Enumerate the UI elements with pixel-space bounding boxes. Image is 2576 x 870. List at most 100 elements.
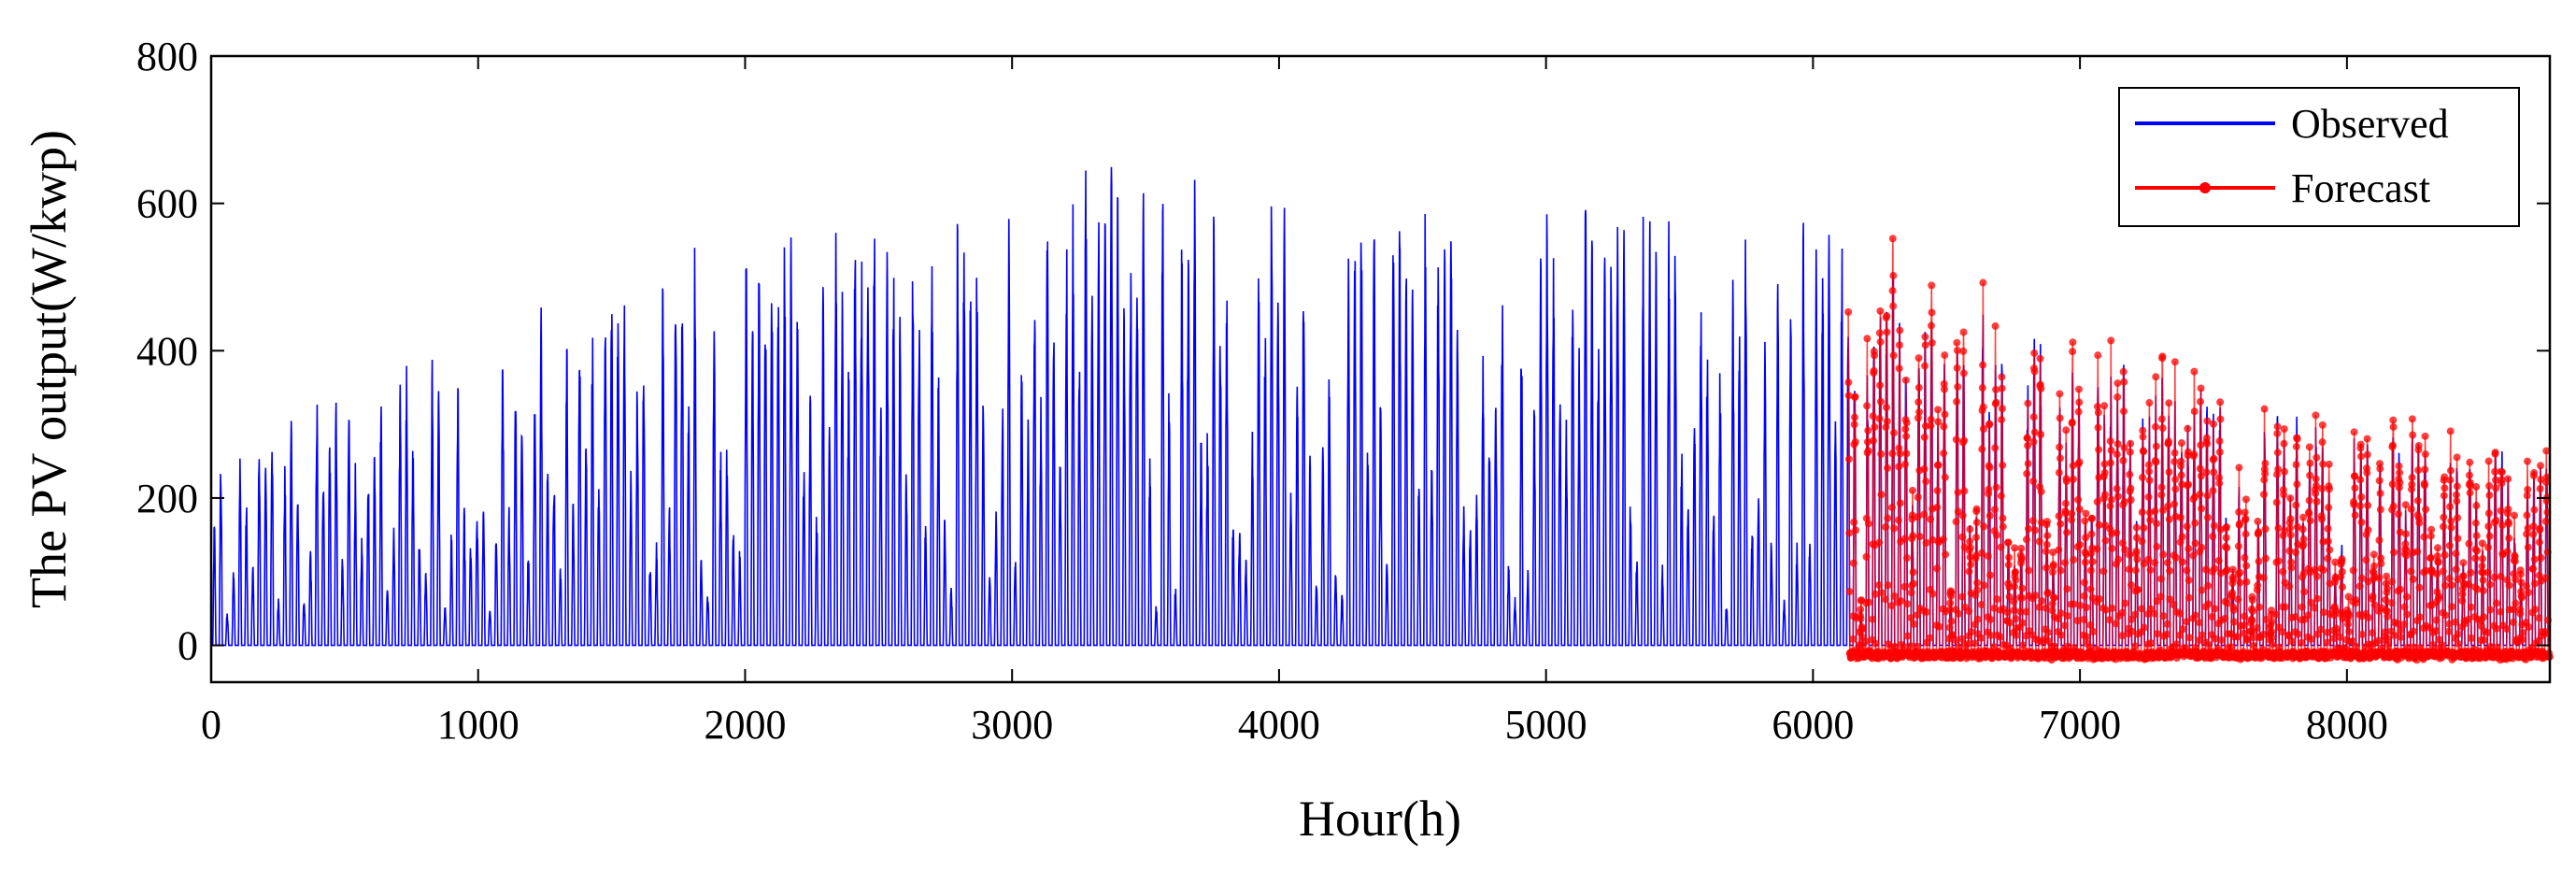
forecast-point bbox=[1953, 346, 1961, 354]
forecast-point bbox=[2325, 460, 2333, 468]
forecast-point bbox=[1993, 595, 2001, 604]
forecast-point bbox=[2210, 521, 2218, 530]
forecast-point bbox=[2018, 593, 2027, 602]
forecast-point bbox=[2055, 512, 2063, 521]
forecast-point bbox=[2259, 630, 2268, 638]
forecast-point bbox=[1997, 492, 2005, 500]
forecast-point bbox=[1902, 449, 1911, 458]
forecast-point bbox=[2106, 437, 2114, 446]
forecast-point bbox=[1909, 532, 1917, 540]
forecast-point bbox=[2531, 606, 2540, 614]
forecast-point bbox=[1877, 589, 1886, 597]
forecast-point bbox=[1979, 278, 1987, 287]
forecast-point bbox=[2285, 547, 2294, 555]
forecast-point bbox=[2249, 641, 2257, 649]
forecast-point bbox=[2439, 522, 2447, 531]
forecast-point bbox=[1888, 287, 1897, 295]
forecast-point bbox=[2464, 615, 2472, 623]
forecast-point bbox=[2517, 578, 2526, 587]
forecast-point bbox=[2453, 482, 2461, 491]
y-tick-label-3: 600 bbox=[136, 181, 198, 227]
forecast-point bbox=[2357, 492, 2366, 501]
forecast-point bbox=[1942, 550, 1950, 559]
forecast-point bbox=[2306, 517, 2314, 525]
forecast-point bbox=[2068, 419, 2076, 427]
forecast-point bbox=[1985, 511, 1994, 520]
forecast-point bbox=[1903, 632, 1912, 640]
forecast-point bbox=[2531, 579, 2539, 588]
forecast-point bbox=[2223, 544, 2231, 552]
forecast-point bbox=[1932, 564, 1941, 573]
forecast-point bbox=[2447, 517, 2455, 525]
x-tick-label-0: 0 bbox=[201, 702, 221, 748]
forecast-point bbox=[2325, 485, 2333, 493]
forecast-point bbox=[2191, 519, 2199, 527]
forecast-point bbox=[1939, 535, 1947, 544]
forecast-point bbox=[2298, 513, 2307, 521]
forecast-point bbox=[2390, 549, 2398, 557]
forecast-point bbox=[2468, 634, 2475, 642]
forecast-point bbox=[1928, 590, 1937, 598]
forecast-point bbox=[1933, 504, 1942, 512]
forecast-point bbox=[2222, 522, 2230, 531]
forecast-point bbox=[2440, 492, 2448, 500]
forecast-point bbox=[2029, 413, 2038, 421]
forecast-point bbox=[2080, 578, 2088, 587]
forecast-point bbox=[2459, 559, 2468, 567]
forecast-point bbox=[1863, 402, 1872, 410]
forecast-point bbox=[2060, 621, 2069, 630]
forecast-point bbox=[1914, 513, 1922, 521]
forecast-point bbox=[2100, 460, 2109, 468]
forecast-point bbox=[2292, 501, 2300, 509]
forecast-point bbox=[2397, 626, 2405, 635]
forecast-point bbox=[2363, 468, 2371, 477]
forecast-point bbox=[2227, 589, 2236, 597]
forecast-point bbox=[1928, 338, 1936, 347]
forecast-point bbox=[2240, 621, 2248, 630]
forecast-point bbox=[2185, 593, 2193, 602]
forecast-point bbox=[2221, 614, 2229, 622]
forecast-point bbox=[2241, 508, 2249, 517]
forecast-point bbox=[1985, 420, 1994, 428]
forecast-point bbox=[2273, 422, 2282, 431]
forecast-point bbox=[2100, 468, 2109, 477]
forecast-point bbox=[2535, 614, 2543, 622]
forecast-point bbox=[2407, 505, 2415, 513]
forecast-point bbox=[2312, 481, 2320, 490]
forecast-point bbox=[2394, 510, 2402, 519]
forecast-point bbox=[2166, 566, 2174, 575]
forecast-point bbox=[1967, 561, 1975, 569]
forecast-point bbox=[2446, 466, 2455, 475]
forecast-point bbox=[2057, 520, 2065, 528]
forecast-point bbox=[1858, 624, 1867, 633]
forecast-point bbox=[2222, 534, 2230, 542]
forecast-point bbox=[2278, 628, 2286, 636]
forecast-point bbox=[2350, 428, 2358, 436]
forecast-point bbox=[2198, 544, 2206, 552]
forecast-point bbox=[2403, 610, 2412, 619]
forecast-point bbox=[2101, 536, 2110, 545]
forecast-point bbox=[2235, 520, 2243, 528]
forecast-point bbox=[2293, 435, 2301, 443]
forecast-point bbox=[2208, 613, 2216, 621]
forecast-point bbox=[2197, 384, 2205, 392]
forecast-point bbox=[1940, 379, 1948, 388]
forecast-point bbox=[2299, 535, 2308, 544]
forecast-point bbox=[1947, 617, 1956, 625]
forecast-point bbox=[2375, 536, 2384, 545]
forecast-point bbox=[2261, 554, 2270, 563]
forecast-point bbox=[2031, 592, 2040, 600]
forecast-point bbox=[2480, 613, 2488, 621]
forecast-point bbox=[2535, 538, 2543, 547]
x-tick-label-5: 5000 bbox=[1505, 702, 1587, 748]
forecast-point bbox=[1952, 435, 1960, 444]
forecast-point bbox=[2170, 500, 2178, 508]
forecast-point bbox=[2313, 594, 2322, 603]
forecast-point bbox=[2150, 609, 2158, 618]
forecast-point bbox=[2163, 630, 2171, 638]
forecast-point bbox=[2119, 407, 2128, 416]
forecast-point bbox=[2076, 540, 2085, 549]
forecast-point bbox=[1857, 615, 1865, 623]
forecast-point bbox=[2305, 509, 2313, 518]
forecast-point bbox=[2068, 509, 2076, 518]
